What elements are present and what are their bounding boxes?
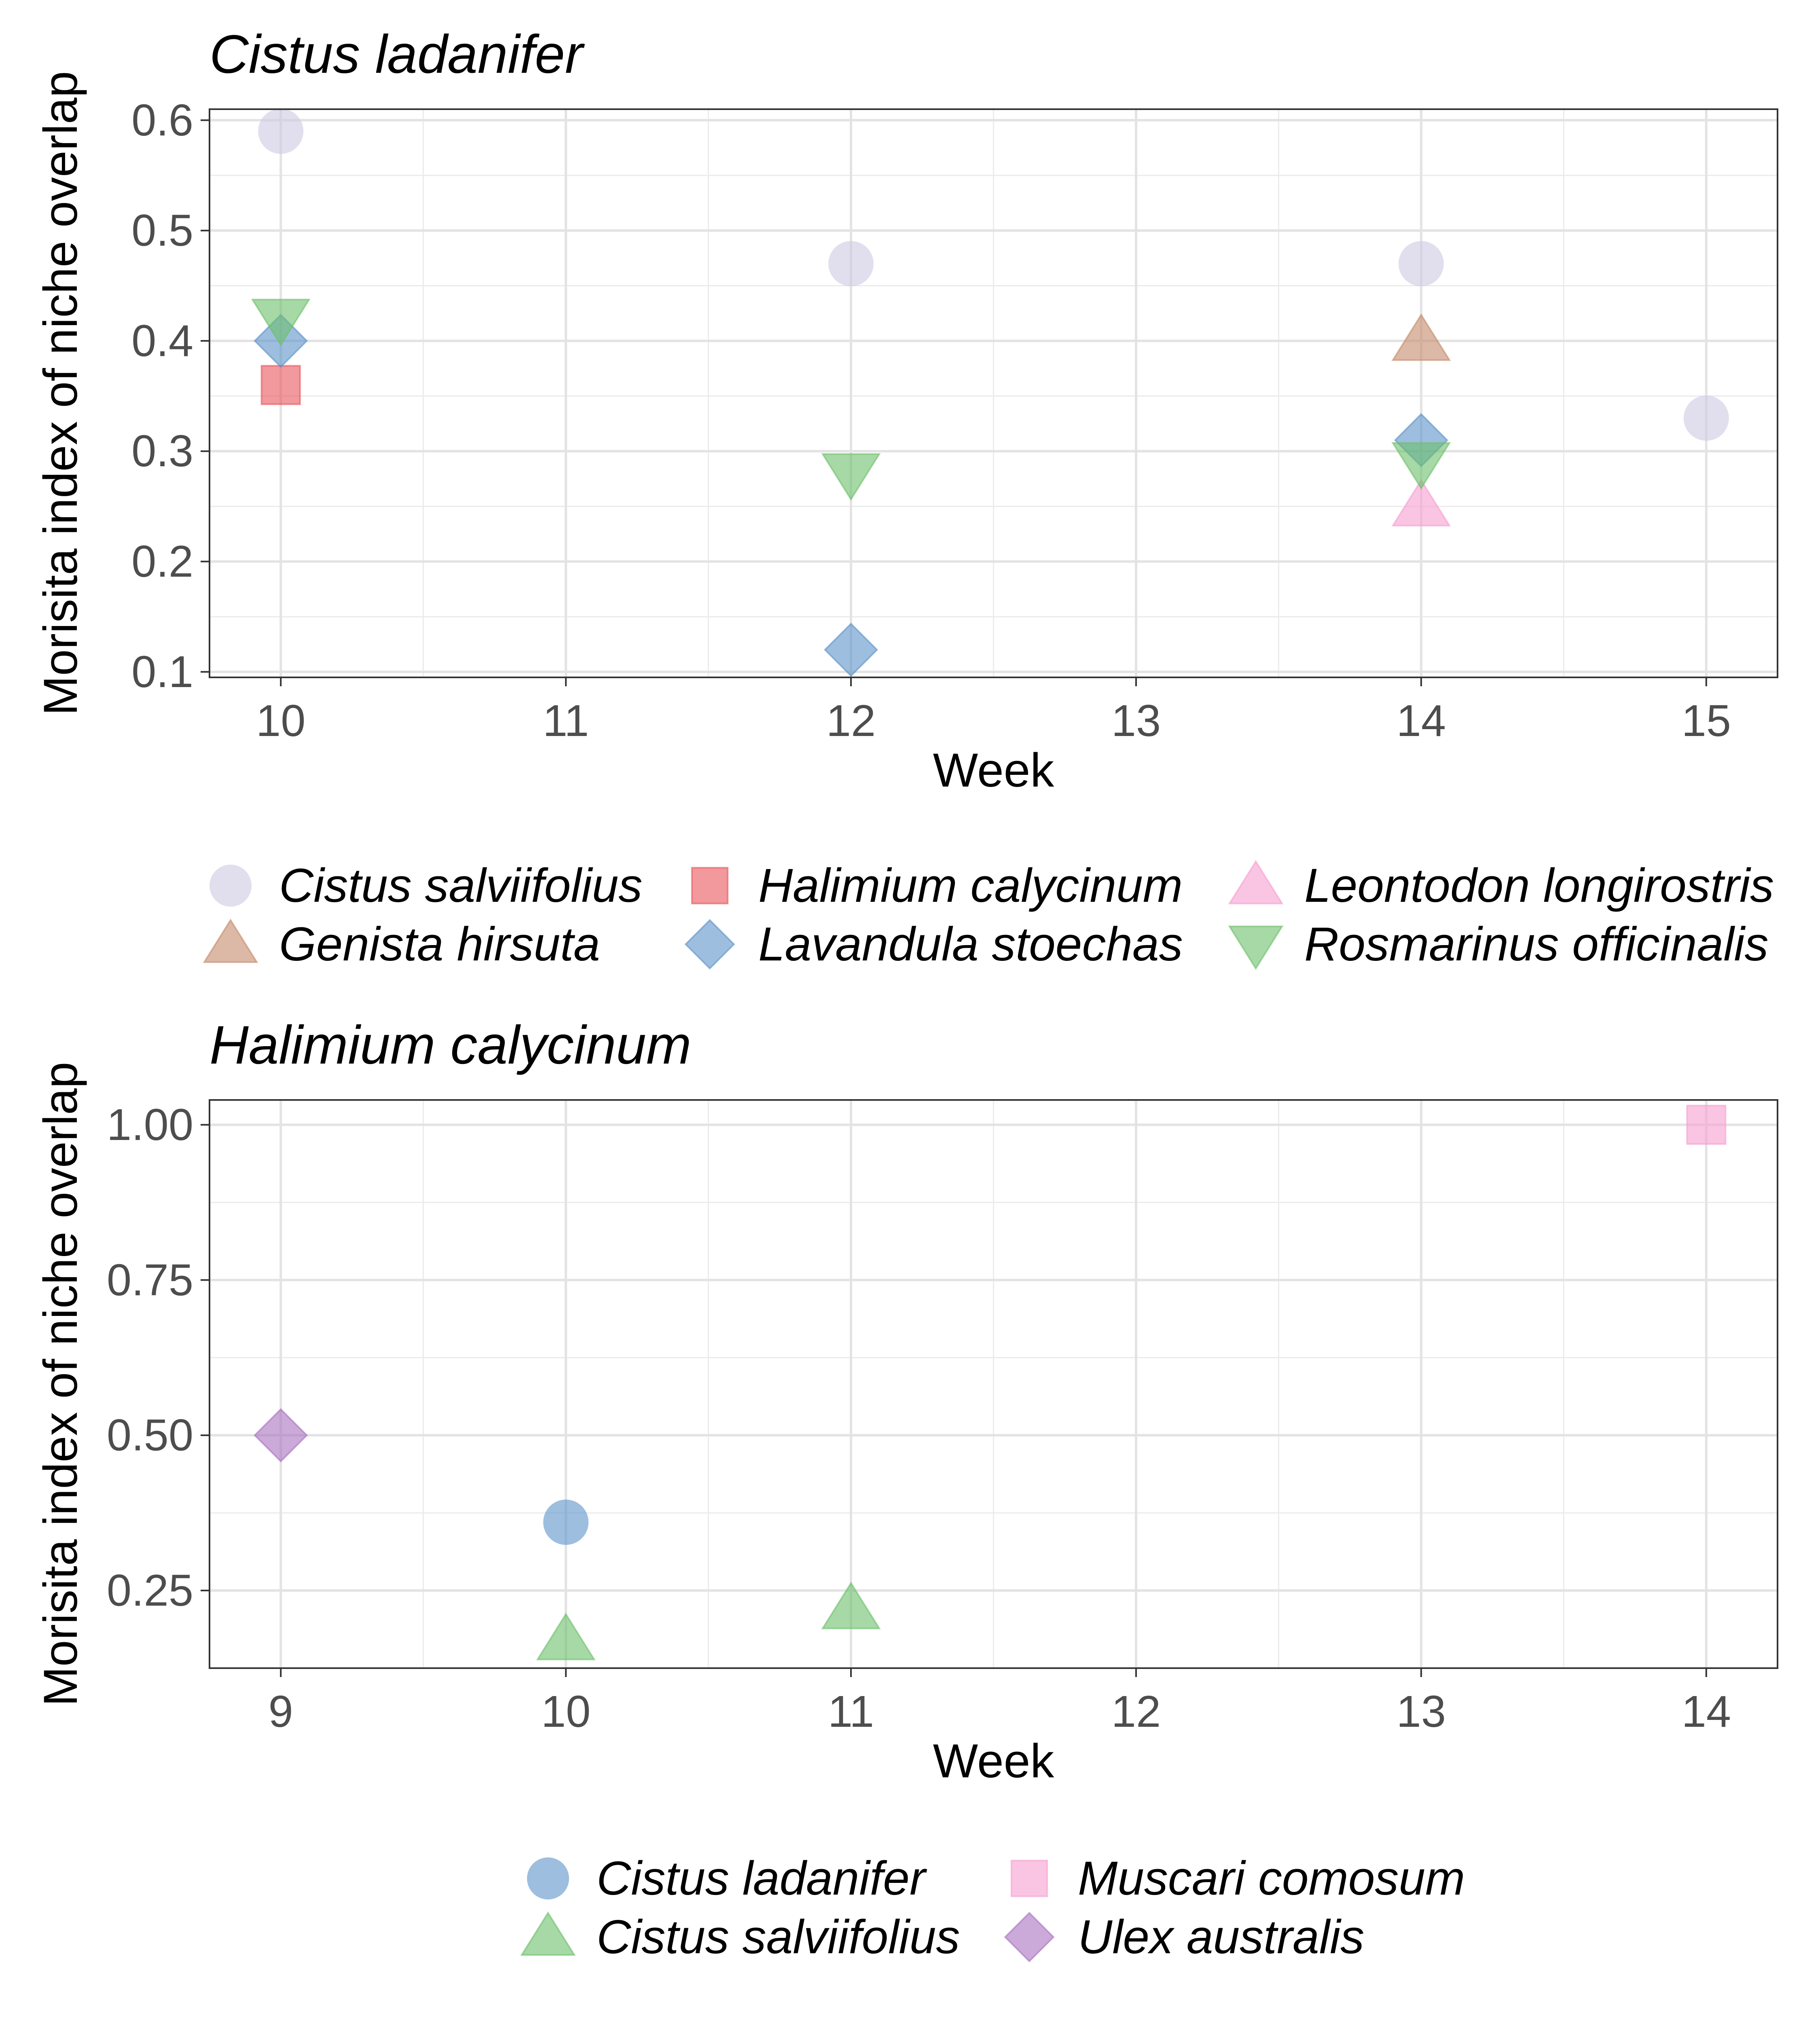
x-tick-label: 15 [1682, 696, 1731, 746]
x-tick-label: 11 [828, 1687, 874, 1736]
legend-label: Cistus salviifolius [597, 1910, 960, 1964]
legend-label: Rosmarinus officinalis [1304, 918, 1769, 971]
data-point-triangle-down-s5-p0 [251, 298, 311, 347]
legend-label: Lavandula stoechas [758, 918, 1183, 971]
data-point-triangle-up-s1-p1 [821, 1581, 881, 1629]
legend-key-triangle-up [1228, 860, 1284, 905]
data-point-triangle-down-s5-p1 [821, 453, 881, 501]
data-point-circle-s0-p1 [828, 241, 874, 286]
y-axis-title: Morisita index of niche overlap [34, 1062, 87, 1707]
legend: Cistus salviifolius Genista hirsuta Halimi… [203, 859, 1774, 971]
data-point-diamond-s3-p1 [823, 622, 878, 677]
y-tick-label: 0.3 [131, 426, 193, 476]
y-tick-label: 0.5 [131, 206, 193, 256]
x-tick-label: 13 [1397, 1687, 1446, 1736]
legend-key-triangle-up [520, 1911, 576, 1956]
y-tick-label: 0.6 [131, 95, 193, 145]
data-point-triangle-up-s1-p0 [1391, 313, 1451, 361]
data-point-circle-s0-p0 [543, 1500, 589, 1545]
chart-panel-1: 10 11 12 13 14 15 0.1 0.2 0.3 0.4 0.5 0.6 Cistus lad… [34, 24, 1778, 971]
x-tick-label: 14 [1682, 1687, 1731, 1736]
y-tick-label: 0.75 [107, 1255, 193, 1305]
x-tick-label: 12 [1111, 1687, 1161, 1736]
x-tick-label: 14 [1397, 696, 1446, 746]
legend-label: Genista hirsuta [279, 918, 600, 971]
legend-label: Halimium calycinum [758, 859, 1183, 912]
x-tick-label: 11 [543, 696, 589, 746]
legend-label: Cistus ladanifer [597, 1852, 927, 1905]
y-tick-label: 0.1 [131, 647, 193, 697]
legend-key-square [691, 867, 729, 905]
x-tick-label: 10 [541, 1687, 590, 1736]
data-point-triangle-down-s5-p2 [1391, 442, 1451, 490]
data-point-diamond-s3-p0 [253, 1408, 308, 1463]
data-point-triangle-up-s1-p0 [536, 1612, 596, 1660]
x-axis-title: Week [933, 744, 1054, 797]
y-tick-label: 1.00 [107, 1100, 193, 1150]
plot-border [209, 108, 1778, 678]
y-tick-label: 0.4 [131, 316, 193, 366]
legend-key-triangle-down [1228, 925, 1284, 970]
legend-key-square [1010, 1859, 1048, 1897]
legend-key-triangle-up [203, 918, 258, 963]
data-point-triangle-up-s4-p0 [1391, 478, 1451, 527]
data-point-circle-s0-p0 [258, 108, 304, 154]
chart-title: Cistus ladanifer [210, 24, 585, 85]
legend-key-diamond [684, 919, 735, 970]
x-tick-label: 9 [269, 1687, 293, 1736]
legend-key-circle [210, 865, 252, 907]
data-point-circle-s0-p3 [1683, 395, 1729, 441]
chart-panel-2: 9 10 11 12 13 14 0.25 0.50 0.75 1.00 Halimium caly… [34, 1015, 1778, 1964]
x-axis-title: Week [933, 1734, 1054, 1788]
x-tick-label: 10 [256, 696, 305, 746]
legend-label: Muscari comosum [1078, 1852, 1465, 1905]
data-point-square-s2-p0 [260, 365, 301, 405]
legend-label: Cistus salviifolius [279, 859, 642, 912]
y-tick-label: 0.2 [131, 537, 193, 586]
plot-border [209, 1099, 1778, 1669]
chart-title: Halimium calycinum [210, 1015, 691, 1075]
y-axis-title: Morisita index of niche overlap [34, 71, 87, 716]
x-tick-label: 13 [1111, 696, 1161, 746]
data-point-circle-s0-p2 [1398, 241, 1444, 286]
legend-key-circle [527, 1857, 569, 1899]
legend-label: Ulex australis [1078, 1910, 1364, 1964]
x-tick-label: 12 [826, 696, 876, 746]
legend-label: Leontodon longirostris [1304, 859, 1774, 912]
legend-key-diamond [1004, 1912, 1055, 1963]
y-tick-label: 0.50 [107, 1411, 193, 1460]
y-tick-label: 0.25 [107, 1566, 193, 1616]
data-point-square-s2-p0 [1686, 1104, 1727, 1145]
